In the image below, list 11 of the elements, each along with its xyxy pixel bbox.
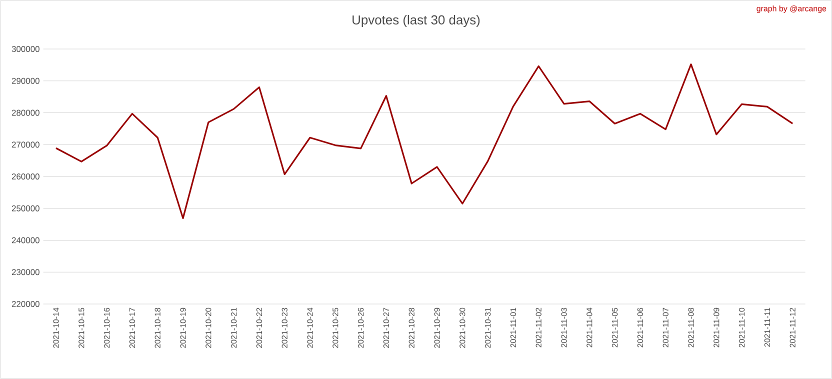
- y-tick-label: 240000: [12, 237, 40, 244]
- y-tick-label: 260000: [12, 174, 40, 180]
- y-tick-label: 270000: [12, 142, 40, 148]
- y-tick-label: 230000: [12, 269, 40, 276]
- y-tick-label: 300000: [12, 46, 40, 52]
- chart-title: Upvotes (last 30 days): [352, 14, 480, 28]
- y-tick-label: 280000: [12, 110, 40, 116]
- line-series: [55, 64, 794, 220]
- y-tick-label: 250000: [12, 205, 40, 212]
- y-tick-label: 290000: [12, 78, 40, 84]
- y-tick-label: 220000: [12, 301, 40, 307]
